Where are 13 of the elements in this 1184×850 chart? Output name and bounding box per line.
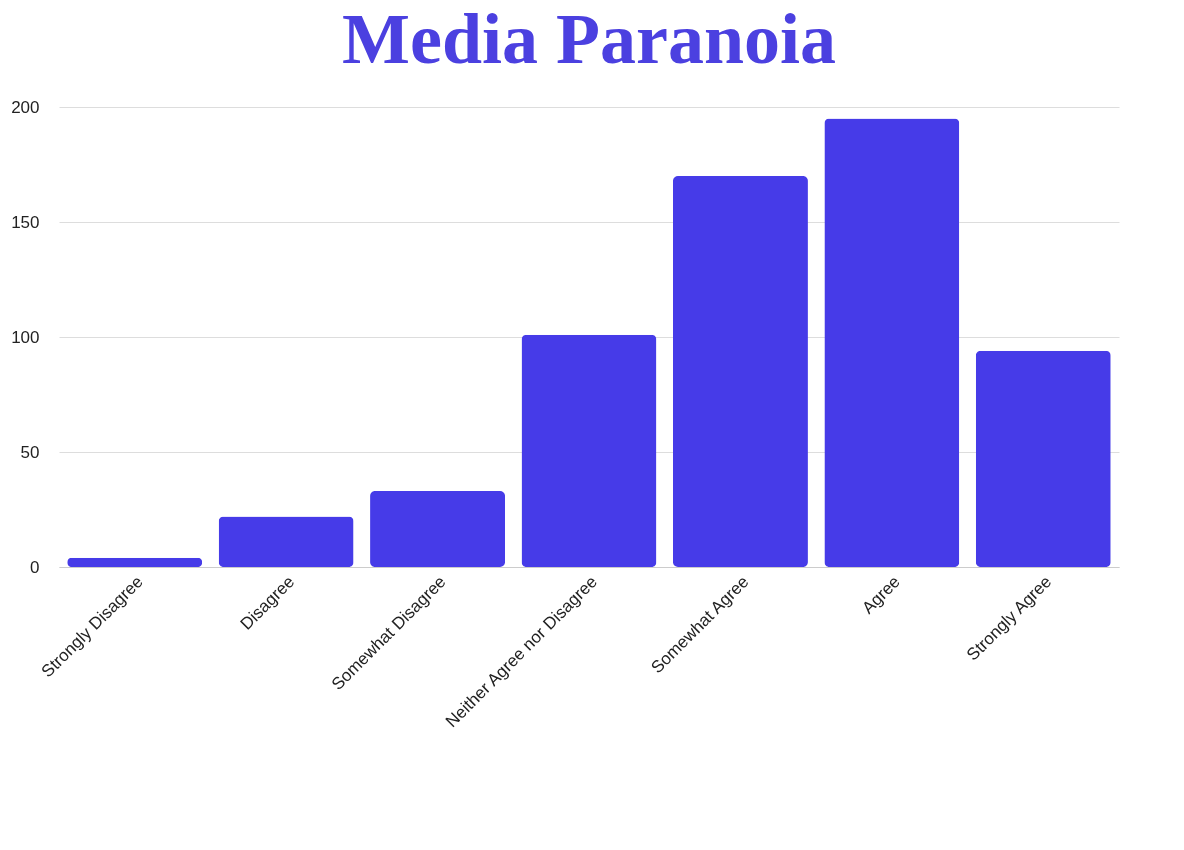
y-tick-label: 50 xyxy=(20,442,40,462)
bar xyxy=(370,491,506,567)
bar xyxy=(521,334,657,567)
chart-title: Media Paranoia xyxy=(342,0,836,79)
y-tick-label: 150 xyxy=(11,212,40,232)
bar xyxy=(975,350,1111,567)
bar xyxy=(672,176,808,567)
y-tick-label: 0 xyxy=(30,557,40,577)
bar xyxy=(67,557,203,567)
bar xyxy=(218,516,354,567)
y-tick-label: 100 xyxy=(11,327,40,347)
y-tick-label: 200 xyxy=(11,97,40,117)
bar xyxy=(824,118,960,567)
